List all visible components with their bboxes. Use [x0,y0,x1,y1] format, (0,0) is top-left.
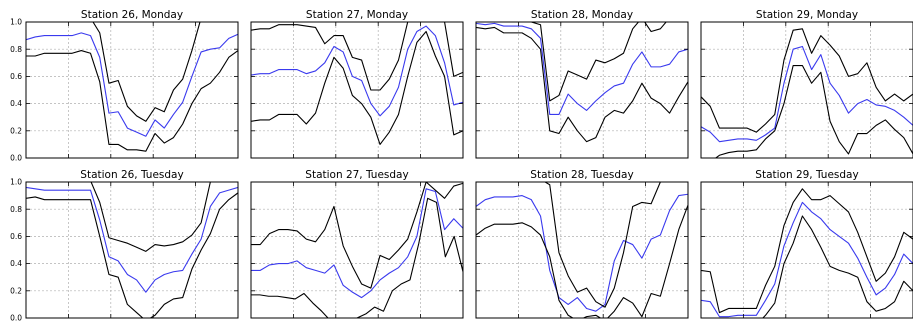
panel-title: Station 26, Tuesday [80,169,183,181]
chart-panel-3: Station 28, Monday [475,9,689,159]
y-tick-label: 0.2 [10,126,22,135]
series-line-3 [92,22,201,122]
plot-frame [25,181,239,319]
series-line-2 [701,64,913,158]
plot-frame [475,21,689,159]
y-tick-label: 0.8 [10,205,22,214]
y-tick-label: 1.0 [10,18,22,27]
chart-panel-2: Station 27, Monday [250,9,464,159]
series-line-1 [26,186,238,293]
series-line-1 [701,45,913,143]
series-line-2 [26,50,238,152]
series-line-1 [476,193,688,312]
series-line-1 [26,32,238,137]
y-tick-label: 0.0 [10,154,22,163]
plot-frame [25,21,239,159]
panel-title: Station 28, Monday [531,9,633,21]
series-line-1 [701,201,913,318]
panel-title: Station 29, Monday [756,9,858,21]
series-line-2 [476,204,688,318]
series-line-2 [251,30,463,145]
y-tick-label: 0.8 [10,45,22,54]
plot-frame [250,181,464,319]
plot-frame [475,181,689,319]
y-tick-label: 0.6 [10,72,22,81]
chart-panel-7: Station 28, Tuesday [475,169,689,319]
plot-frame [250,21,464,159]
chart-panel-4: Station 29, Monday [700,9,913,159]
series-line-1 [251,25,463,117]
plot-frame [700,181,913,319]
y-tick-label: 0.0 [10,314,22,321]
series-line-3 [251,22,463,91]
y-tick-label: 1.0 [10,178,22,187]
panel-title: Station 27, Tuesday [305,169,408,181]
y-tick-label: 0.4 [10,259,22,268]
y-tick-label: 0.2 [10,286,22,295]
panel-title: Station 26, Monday [81,9,183,21]
y-tick-label: 0.4 [10,99,22,108]
panel-title: Station 27, Monday [306,9,408,21]
chart-panel-6: Station 27, Tuesday [250,169,464,319]
series-line-1 [476,22,688,116]
series-line-1 [251,188,463,299]
series-line-2 [26,192,238,318]
series-line-3 [527,22,667,102]
series-line-2 [701,215,913,318]
series-line-3 [701,28,913,133]
chart-panel-8: Station 29, Tuesday [700,169,913,319]
series-line-3 [544,182,688,308]
series-line-2 [251,197,463,318]
chart-panel-1: 0.0 0.2 0.4 0.6 0.8 1.0 Station 26, Monday [10,9,239,163]
plot-frame [700,21,913,159]
panel-title: Station 29, Tuesday [755,169,858,181]
panel-title: Station 28, Tuesday [530,169,633,181]
series-line-3 [701,188,913,314]
series-line-2 [476,26,688,143]
series-line-3 [90,182,213,252]
chart-panel-5: 0.0 0.2 0.4 0.6 0.8 1.0 Station 26, Tuesday [10,169,239,321]
y-tick-label: 0.6 [10,232,22,241]
series-line-3 [251,182,463,289]
